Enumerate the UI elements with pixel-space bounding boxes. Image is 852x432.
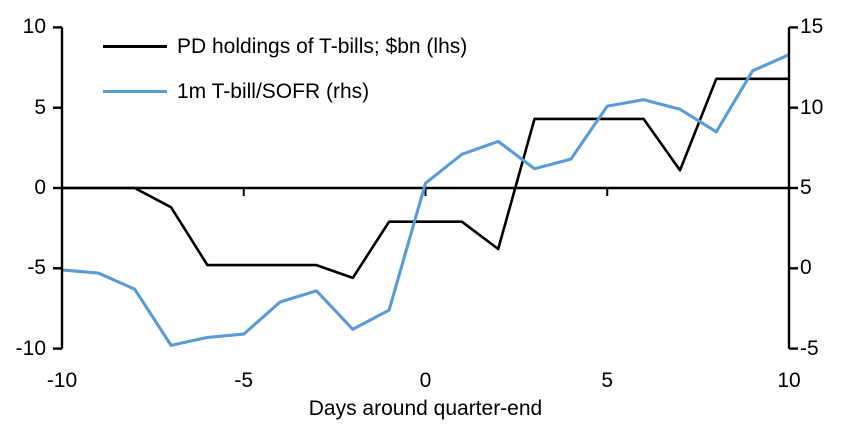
legend-label-tbill-sofr: 1m T-bill/SOFR (rhs) xyxy=(177,80,370,103)
legend-line-sample-blue xyxy=(103,90,167,93)
x-tick-label: -5 xyxy=(234,369,254,392)
y-right-tick-label: -5 xyxy=(800,336,819,360)
series-line-tbill-sofr xyxy=(61,53,790,347)
x-tick-label: 10 xyxy=(777,369,801,392)
y-right-tick-label: 10 xyxy=(800,95,824,119)
legend-item-tbill-sofr: 1m T-bill/SOFR (rhs) xyxy=(103,79,467,104)
y-right-tick-label: 5 xyxy=(800,176,812,199)
y-right-tick-label: 0 xyxy=(800,256,812,280)
legend-label-pd-holdings: PD holdings of T-bills; $bn (lhs) xyxy=(177,35,468,58)
y-right-tick-label: 15 xyxy=(800,15,824,39)
y-left-tick-label: 0 xyxy=(34,176,46,199)
y-left-tick-label: 5 xyxy=(34,95,46,119)
legend-line-sample-black xyxy=(103,45,167,48)
y-left-tick-label: -10 xyxy=(15,336,46,360)
legend-item-pd-holdings: PD holdings of T-bills; $bn (lhs) xyxy=(103,34,467,59)
y-left-tick-label: 10 xyxy=(22,15,46,39)
x-tick-label: 5 xyxy=(601,369,614,392)
x-tick-label: -10 xyxy=(46,369,78,392)
series-line-pd-holdings xyxy=(62,77,789,280)
y-left-tick-label: -5 xyxy=(27,256,46,280)
legend: PD holdings of T-bills; $bn (lhs) 1m T-b… xyxy=(103,34,467,104)
x-axis-title: Days around quarter-end xyxy=(308,397,543,420)
x-tick-label: 0 xyxy=(419,369,432,392)
